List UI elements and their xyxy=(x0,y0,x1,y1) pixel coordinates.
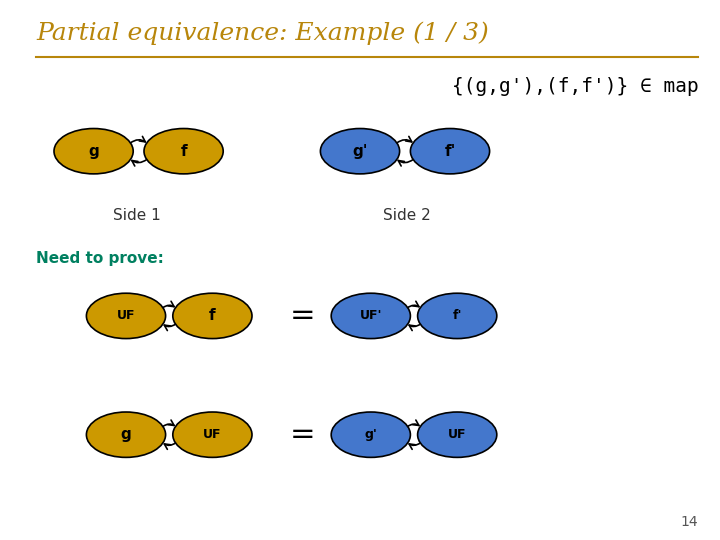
Text: Need to prove:: Need to prove: xyxy=(36,251,164,266)
Text: f: f xyxy=(209,308,216,323)
Text: g': g' xyxy=(352,144,368,159)
Text: f': f' xyxy=(452,309,462,322)
Ellipse shape xyxy=(320,129,400,174)
Text: UF': UF' xyxy=(359,309,382,322)
Text: Partial equivalence: Example (1 / 3): Partial equivalence: Example (1 / 3) xyxy=(36,22,489,45)
Ellipse shape xyxy=(54,129,133,174)
Ellipse shape xyxy=(86,293,166,339)
Text: Side 2: Side 2 xyxy=(383,208,431,223)
Ellipse shape xyxy=(410,129,490,174)
Text: UF: UF xyxy=(448,428,467,441)
Text: Side 1: Side 1 xyxy=(113,208,161,223)
Text: {(g,g'),(f,f')} ∈ map: {(g,g'),(f,f')} ∈ map xyxy=(451,77,698,96)
Text: g: g xyxy=(121,427,131,442)
Ellipse shape xyxy=(418,412,497,457)
Ellipse shape xyxy=(331,293,410,339)
Text: UF: UF xyxy=(203,428,222,441)
Ellipse shape xyxy=(173,293,252,339)
Ellipse shape xyxy=(331,412,410,457)
Ellipse shape xyxy=(86,412,166,457)
Ellipse shape xyxy=(144,129,223,174)
Text: =: = xyxy=(289,301,315,330)
Text: 14: 14 xyxy=(681,515,698,529)
Ellipse shape xyxy=(418,293,497,339)
Text: UF: UF xyxy=(117,309,135,322)
Text: g: g xyxy=(89,144,99,159)
Text: g': g' xyxy=(364,428,377,441)
Text: f: f xyxy=(180,144,187,159)
Text: =: = xyxy=(289,420,315,449)
Text: f': f' xyxy=(444,144,456,159)
Ellipse shape xyxy=(173,412,252,457)
